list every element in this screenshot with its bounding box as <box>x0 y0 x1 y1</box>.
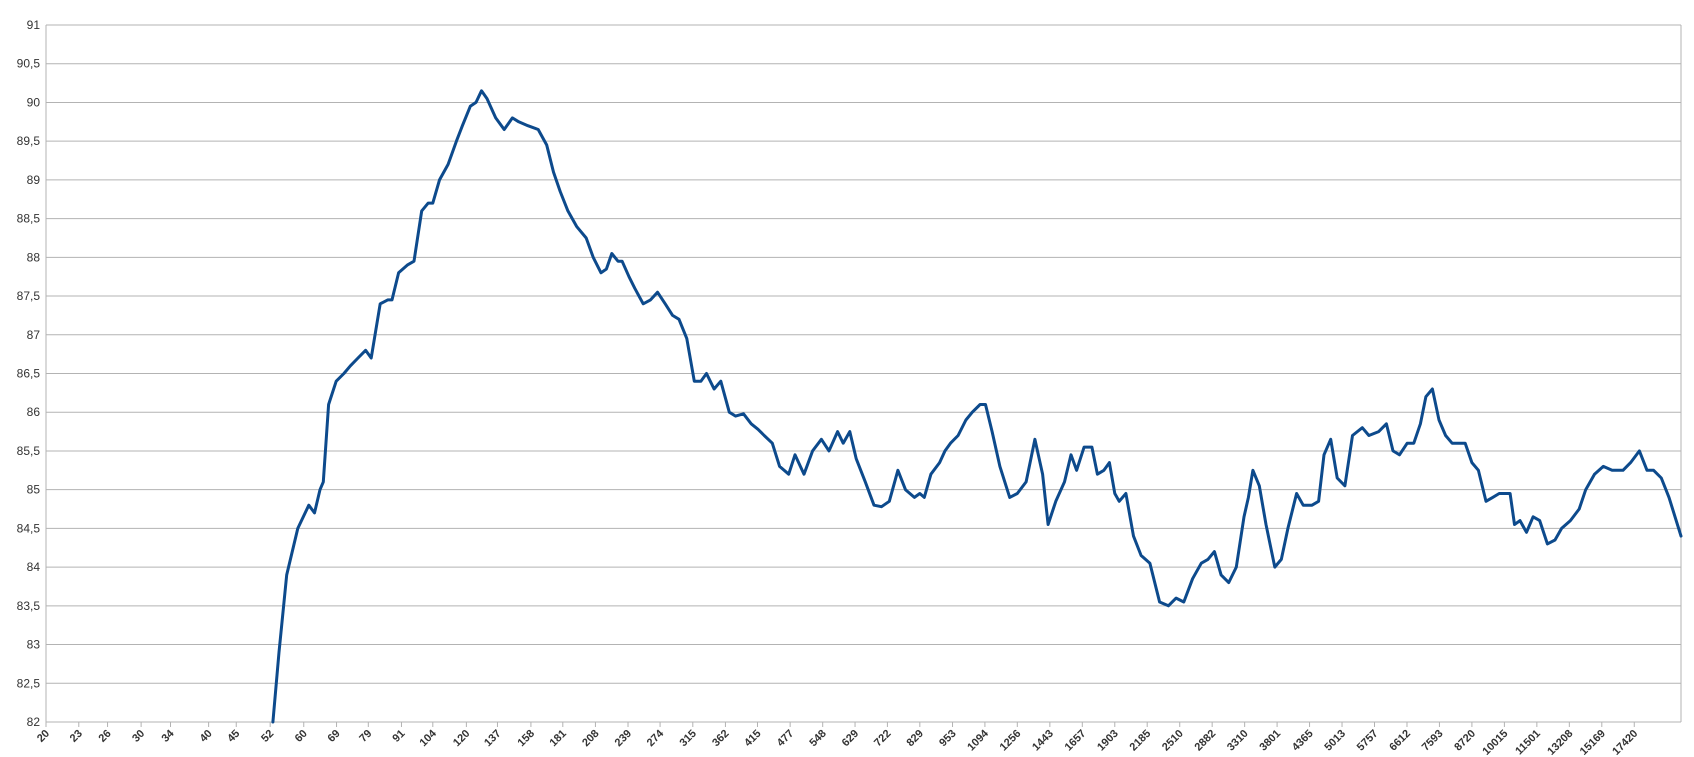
x-tick-label: 23 <box>68 728 85 745</box>
y-tick-label: 87,5 <box>17 289 41 303</box>
x-tick-label: 1443 <box>1030 728 1056 754</box>
y-tick-label: 82,5 <box>17 676 41 690</box>
x-tick-label: 362 <box>710 728 731 749</box>
x-tick-label: 10015 <box>1480 728 1510 757</box>
y-tick-label: 84 <box>27 560 41 574</box>
x-tick-label: 40 <box>198 728 215 745</box>
x-tick-label: 2510 <box>1160 728 1186 754</box>
x-tick-label: 30 <box>130 728 147 745</box>
x-tick-label: 239 <box>613 728 634 749</box>
y-tick-label: 86 <box>27 405 41 419</box>
x-tick-label: 829 <box>904 728 925 749</box>
y-tick-label: 89 <box>27 173 41 187</box>
x-tick-label: 953 <box>937 728 958 749</box>
x-tick-label: 15169 <box>1578 728 1608 757</box>
x-tick-label: 45 <box>225 728 242 745</box>
x-tick-label: 7593 <box>1420 728 1446 754</box>
x-tick-label: 104 <box>417 727 439 749</box>
x-tick-label: 181 <box>547 728 568 749</box>
y-tick-label: 82 <box>27 715 41 729</box>
x-tick-label: 3310 <box>1225 728 1251 754</box>
y-tick-label: 88,5 <box>17 212 41 226</box>
x-tick-label: 5757 <box>1355 728 1381 754</box>
y-tick-label: 85,5 <box>17 444 41 458</box>
x-tick-label: 1094 <box>965 727 991 753</box>
x-tick-label: 548 <box>807 728 828 749</box>
x-tick-label: 137 <box>482 728 503 749</box>
x-tick-label: 13208 <box>1545 728 1575 757</box>
x-tick-label: 69 <box>326 728 343 745</box>
y-tick-label: 89,5 <box>17 134 41 148</box>
y-tick-label: 90,5 <box>17 57 41 71</box>
x-tick-label: 4365 <box>1290 728 1316 754</box>
x-tick-label: 1657 <box>1063 728 1089 754</box>
x-tick-label: 722 <box>872 728 893 749</box>
x-tick-label: 91 <box>390 728 407 745</box>
x-tick-label: 120 <box>451 728 472 749</box>
x-tick-label: 52 <box>259 728 276 745</box>
y-tick-label: 86,5 <box>17 367 41 381</box>
y-tick-label: 83,5 <box>17 599 41 613</box>
x-tick-label: 1903 <box>1095 728 1121 754</box>
y-tick-label: 91 <box>27 18 41 32</box>
y-tick-label: 84,5 <box>17 521 41 535</box>
x-tick-label: 477 <box>775 728 796 749</box>
x-tick-label: 2882 <box>1192 728 1218 754</box>
x-tick-label: 8720 <box>1452 728 1478 754</box>
x-tick-label: 60 <box>293 728 310 745</box>
x-tick-label: 26 <box>97 728 114 745</box>
x-tick-label: 208 <box>580 728 601 749</box>
x-tick-label: 5013 <box>1322 728 1348 754</box>
x-tick-label: 415 <box>742 728 763 749</box>
x-tick-label: 315 <box>677 728 698 749</box>
x-tick-label: 2185 <box>1128 728 1154 754</box>
x-tick-label: 20 <box>35 728 52 745</box>
x-tick-label: 17420 <box>1610 728 1640 757</box>
x-tick-label: 1256 <box>998 728 1024 754</box>
x-tick-label: 11501 <box>1513 728 1543 757</box>
data-line <box>271 89 1683 724</box>
x-tick-label: 79 <box>357 728 374 745</box>
x-tick-label: 6612 <box>1387 728 1413 754</box>
y-tick-label: 83 <box>27 638 41 652</box>
x-tick-label: 629 <box>840 728 861 749</box>
x-tick-label: 3801 <box>1257 728 1283 754</box>
x-tick-label: 274 <box>645 727 667 749</box>
y-tick-label: 87 <box>27 328 41 342</box>
y-tick-label: 90 <box>27 95 41 109</box>
y-tick-label: 88 <box>27 250 41 264</box>
x-tick-label: 34 <box>159 727 177 745</box>
x-tick-label: 158 <box>516 728 537 749</box>
y-tick-label: 85 <box>27 483 41 497</box>
